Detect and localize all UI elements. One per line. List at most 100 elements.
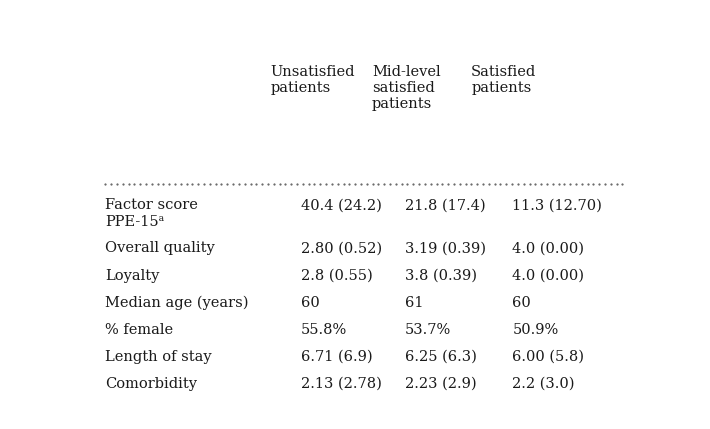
Point	[280, 180, 291, 187]
Point	[402, 180, 413, 187]
Text: 55.8%: 55.8%	[300, 323, 347, 337]
Point	[105, 180, 116, 187]
Text: 2.13 (2.78): 2.13 (2.78)	[300, 377, 381, 391]
Point	[617, 180, 628, 187]
Point	[315, 180, 326, 187]
Point	[303, 180, 315, 187]
Point	[588, 180, 599, 187]
Point	[564, 180, 576, 187]
Point	[378, 180, 390, 187]
Point	[501, 180, 512, 187]
Point	[547, 180, 559, 187]
Point	[442, 180, 454, 187]
Point	[489, 180, 501, 187]
Point	[285, 180, 297, 187]
Point	[222, 180, 233, 187]
Point	[530, 180, 541, 187]
Text: 60: 60	[300, 296, 320, 310]
Text: 50.9%: 50.9%	[513, 323, 559, 337]
Point	[123, 180, 134, 187]
Point	[344, 180, 355, 187]
Point	[169, 180, 180, 187]
Point	[599, 180, 611, 187]
Point	[274, 180, 285, 187]
Point	[611, 180, 623, 187]
Text: 4.0 (0.00): 4.0 (0.00)	[513, 269, 584, 283]
Text: 2.23 (2.9): 2.23 (2.9)	[405, 377, 477, 391]
Point	[559, 180, 570, 187]
Point	[198, 180, 209, 187]
Point	[291, 180, 302, 187]
Text: Comorbidity: Comorbidity	[105, 377, 197, 391]
Point	[181, 180, 192, 187]
Point	[134, 180, 146, 187]
Point	[477, 180, 488, 187]
Point	[524, 180, 535, 187]
Point	[437, 180, 448, 187]
Point	[419, 180, 430, 187]
Point	[234, 180, 245, 187]
Point	[594, 180, 605, 187]
Point	[506, 180, 518, 187]
Text: 61: 61	[405, 296, 424, 310]
Point	[448, 180, 459, 187]
Point	[373, 180, 384, 187]
Text: 3.19 (0.39): 3.19 (0.39)	[405, 242, 486, 255]
Point	[454, 180, 466, 187]
Point	[512, 180, 523, 187]
Point	[152, 180, 163, 187]
Point	[355, 180, 366, 187]
Point	[367, 180, 378, 187]
Point	[495, 180, 506, 187]
Point	[141, 180, 152, 187]
Text: 2.80 (0.52): 2.80 (0.52)	[300, 242, 382, 255]
Text: 3.8 (0.39): 3.8 (0.39)	[405, 269, 477, 283]
Point	[332, 180, 344, 187]
Point	[535, 180, 547, 187]
Point	[460, 180, 471, 187]
Text: 2.8 (0.55): 2.8 (0.55)	[300, 269, 372, 283]
Point	[431, 180, 442, 187]
Point	[605, 180, 616, 187]
Text: 60: 60	[513, 296, 531, 310]
Point	[245, 180, 256, 187]
Point	[175, 180, 187, 187]
Text: 2.2 (3.0): 2.2 (3.0)	[513, 377, 575, 391]
Point	[541, 180, 552, 187]
Text: Length of stay: Length of stay	[105, 350, 212, 364]
Text: 53.7%: 53.7%	[405, 323, 452, 337]
Text: 6.00 (5.8): 6.00 (5.8)	[513, 350, 584, 364]
Point	[216, 180, 227, 187]
Point	[192, 180, 204, 187]
Point	[518, 180, 530, 187]
Point	[320, 180, 332, 187]
Point	[117, 180, 129, 187]
Point	[297, 180, 309, 187]
Text: Overall quality: Overall quality	[105, 242, 215, 255]
Text: 11.3 (12.70): 11.3 (12.70)	[513, 199, 602, 212]
Text: 40.4 (24.2): 40.4 (24.2)	[300, 199, 381, 212]
Point	[349, 180, 361, 187]
Point	[146, 180, 158, 187]
Point	[129, 180, 140, 187]
Point	[268, 180, 280, 187]
Text: Median age (years): Median age (years)	[105, 296, 248, 310]
Text: Factor score
PPE-15ᵃ: Factor score PPE-15ᵃ	[105, 199, 198, 229]
Point	[338, 180, 349, 187]
Point	[262, 180, 273, 187]
Point	[384, 180, 395, 187]
Point	[471, 180, 483, 187]
Point	[256, 180, 268, 187]
Point	[187, 180, 198, 187]
Point	[466, 180, 477, 187]
Point	[239, 180, 251, 187]
Point	[396, 180, 408, 187]
Text: 4.0 (0.00): 4.0 (0.00)	[513, 242, 584, 255]
Point	[251, 180, 262, 187]
Text: 6.25 (6.3): 6.25 (6.3)	[405, 350, 477, 364]
Point	[227, 180, 239, 187]
Point	[210, 180, 222, 187]
Point	[326, 180, 337, 187]
Point	[408, 180, 419, 187]
Point	[425, 180, 437, 187]
